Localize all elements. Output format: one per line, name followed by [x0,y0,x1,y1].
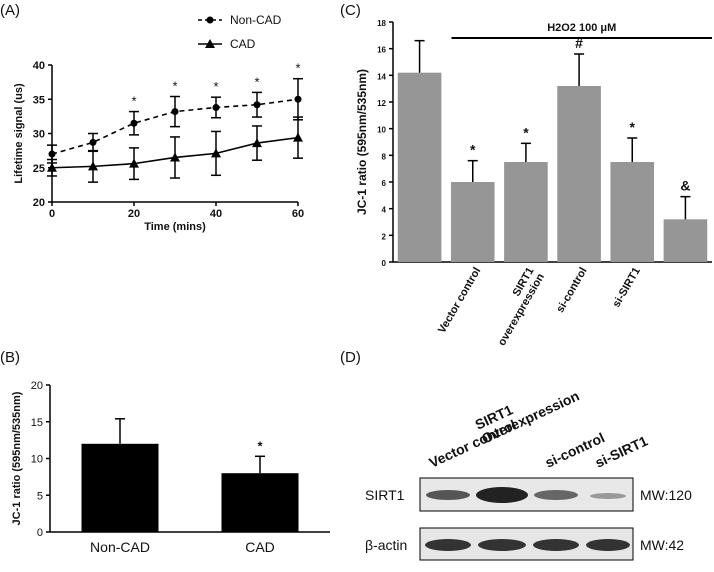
x-tick-label: Vector control [436,266,483,336]
x-tick-label: si-control [554,266,589,315]
row-name: β-actin [365,537,407,553]
y-tick-label: 4 [382,206,387,215]
point [48,150,56,158]
bar-label: & [680,178,690,194]
band [533,539,579,551]
point [88,161,98,171]
band [425,539,471,551]
y-axis-label: Lifetime signal (us) [13,83,25,184]
y-axis-label: JC-1 ratio (595nm/535nm) [11,391,23,525]
point [294,95,302,103]
y-tick-label: 20 [33,197,45,209]
y-tick-label: 2 [382,232,387,241]
y-tick-label: 0 [37,527,43,539]
point [205,39,215,48]
band [590,493,626,499]
y-tick-label: 12 [377,99,386,108]
bar-label: * [630,119,636,135]
point [89,138,97,146]
bar [557,86,601,262]
bar [663,219,708,262]
x-axis-label: Time (mins) [144,221,206,233]
treatment-label: H2O2 100 μM [547,22,616,34]
point [129,158,139,168]
bar [81,443,159,532]
x-tick-label: 20 [128,208,140,220]
point [253,101,261,109]
point [171,108,179,116]
bar-label: * [257,438,263,453]
y-tick-label: 5 [37,490,43,502]
y-tick-label: 6 [382,179,387,188]
legend-label: CAD [230,37,256,51]
bar-label: * [523,124,529,140]
blot-panel: (D) SIRT1 MW:120 β-actin MW:42 [340,349,692,561]
point [252,138,262,148]
panel-label: (B) [0,349,20,366]
point [212,103,220,111]
x-tick-label: 0 [49,208,55,220]
bar [221,473,299,532]
panel-label: (C) [340,2,361,19]
bar [397,72,442,263]
x-tick-label: Non-CAD [90,539,150,555]
point [293,132,303,142]
x-tick-label: 40 [210,208,222,220]
band [478,539,526,551]
row-name: SIRT1 [365,487,405,503]
y-tick-label: 10 [31,454,43,466]
y-tick-label: 20 [31,380,43,392]
band [426,490,470,500]
band [586,539,630,551]
point [206,16,214,24]
annotation: * [295,61,300,76]
annotation: * [131,94,136,109]
point [170,152,180,162]
point [130,119,138,127]
y-tick-label: 40 [33,60,45,72]
band [534,490,578,500]
row-mw: MW:120 [640,487,692,503]
bar-label: # [575,35,583,51]
row-mw: MW:42 [640,537,684,553]
y-tick-label: 14 [377,72,386,81]
panel-label: (A) [0,2,20,19]
panel-label: (D) [340,349,361,366]
y-tick-label: 35 [33,94,45,106]
x-tick-label: SIRT1overexpression [485,265,547,348]
x-tick-label: si-SIRT1 [610,266,642,310]
x-tick-label: 60 [292,208,304,220]
bar [504,162,548,262]
bar-label: * [470,142,476,158]
y-tick-label: 10 [377,126,386,135]
band [476,487,528,503]
bar [450,182,495,262]
bar [610,162,655,262]
annotation: * [172,79,177,94]
y-tick-label: 15 [31,417,43,429]
annotation: * [213,79,218,94]
y-tick-label: 30 [33,129,45,141]
y-tick-label: 0 [382,259,387,268]
y-axis-label: JC-1 ratio (595nm/535nm) [355,69,369,215]
annotation: * [254,74,259,89]
y-tick-label: 18 [377,19,386,28]
lane-label: SIRT1Overexpression [473,373,582,446]
y-tick-label: 25 [33,163,45,175]
legend-label: Non-CAD [230,13,282,27]
point [47,162,57,172]
y-tick-label: 8 [382,152,387,161]
y-tick-label: 16 [377,46,386,55]
x-tick-label: CAD [245,539,275,555]
point [211,148,221,158]
